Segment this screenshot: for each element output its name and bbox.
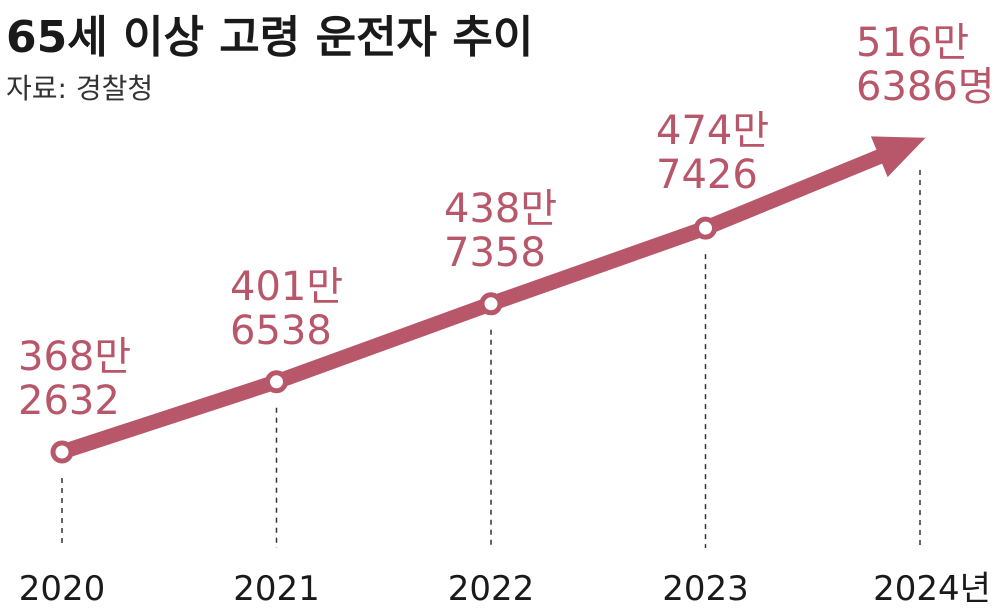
data-label-2022-line2: 7358 [444,230,546,276]
data-label-2024년-line2: 6386명 [856,64,995,110]
data-label-2024년-line1: 516만 [856,20,969,66]
data-label-2022-line1: 438만 [444,186,557,232]
data-label-2023-line2: 7426 [656,152,758,198]
data-label-2021-line1: 401만 [230,264,343,310]
x-tick-label-2022: 2022 [448,569,535,609]
chart-title: 65세 이상 고령 운전자 추이 [6,12,533,63]
data-label-2021-line2: 6538 [230,308,332,354]
data-label-2020-line1: 368만 [18,334,131,380]
x-tick-label-2024년: 2024년 [873,569,991,609]
data-label-2020-line2: 2632 [18,378,120,424]
point-marker-2021 [265,370,288,394]
series-arrowhead [870,136,926,178]
data-label-2023-line1: 474만 [656,108,769,154]
x-tick-label-2021: 2021 [233,569,320,609]
x-tick-label-2020: 2020 [19,569,106,609]
point-marker-2020 [50,440,74,464]
chart-source: 자료: 경찰청 [6,72,153,105]
point-marker-2022 [479,292,503,316]
point-marker-2023 [694,216,717,240]
x-tick-label-2023: 2023 [662,569,749,609]
